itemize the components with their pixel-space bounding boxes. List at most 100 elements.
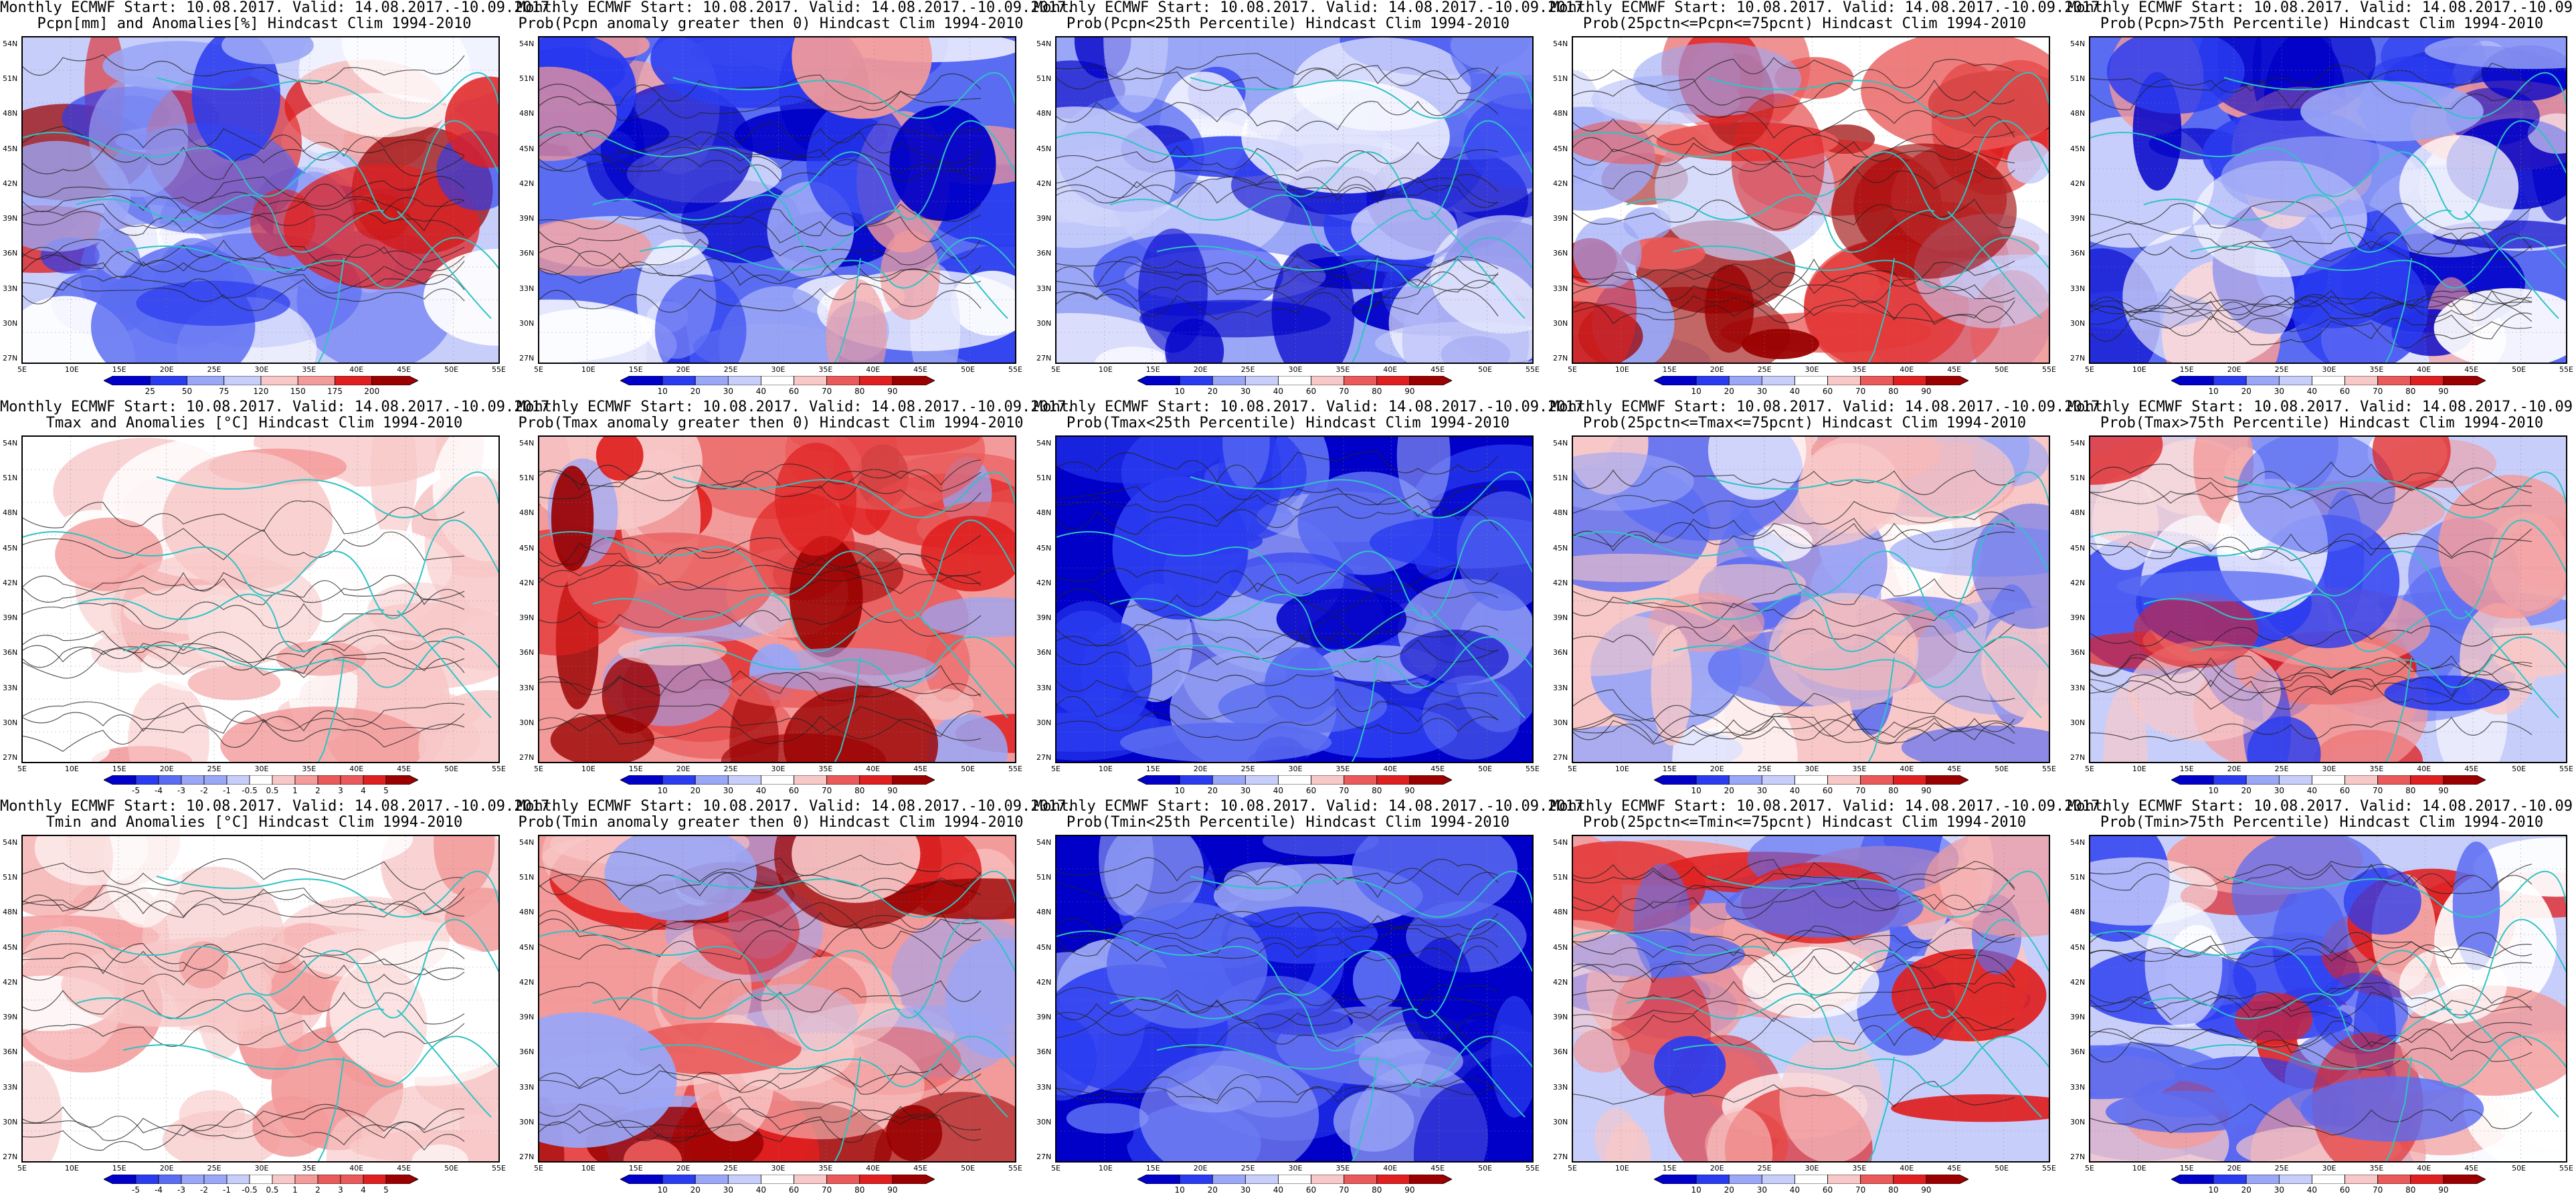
lon-label: 45E <box>1431 765 1445 773</box>
colorbar-label: 70 <box>822 1185 832 1195</box>
colorbar-swatch <box>1761 376 1795 385</box>
colorbar-swatch <box>385 1175 418 1184</box>
map-panel: Monthly ECMWF Start: 10.08.2017. Valid: … <box>2067 399 2576 797</box>
colorbar-label: 10 <box>657 786 668 795</box>
lon-label: 20E <box>1193 765 1208 773</box>
lat-label: 54N <box>2070 838 2086 847</box>
forecast-map <box>1055 36 1534 364</box>
map-field <box>1573 437 2049 762</box>
panel-title-line1: Monthly ECMWF Start: 10.08.2017. Valid: … <box>517 798 1075 815</box>
lon-label: 15E <box>112 765 126 773</box>
colorbar-label: 80 <box>1888 1185 1899 1195</box>
colorbar-swatches <box>1654 775 1968 785</box>
forecast-map <box>1572 435 2050 763</box>
lon-label: 30E <box>1288 365 1303 374</box>
colorbar-label: 90 <box>887 1185 898 1195</box>
lat-label: 33N <box>3 683 18 692</box>
colorbar-label: 40 <box>755 786 767 795</box>
colorbar-swatch <box>1212 775 1246 785</box>
lon-label: 35E <box>818 365 833 374</box>
colorbar-swatch <box>1695 1175 1730 1184</box>
lat-label: 36N <box>1036 648 1052 658</box>
colorbar-label: 20 <box>2241 786 2251 795</box>
lon-label: 55E <box>1526 365 1540 374</box>
colorbar-swatch <box>1926 775 1968 785</box>
colorbar-swatch <box>859 775 893 785</box>
panel-title-line1: Monthly ECMWF Start: 10.08.2017. Valid: … <box>1034 798 1592 815</box>
colorbar-label: 40 <box>1273 387 1284 396</box>
lon-label: 20E <box>2227 1164 2241 1173</box>
colorbar-swatch <box>2443 775 2486 785</box>
lon-label: 15E <box>1145 365 1160 374</box>
colorbar-swatch <box>826 1175 860 1184</box>
map-panel: Monthly ECMWF Start: 10.08.2017. Valid: … <box>1550 799 2108 1197</box>
lon-label: 10E <box>1098 365 1113 374</box>
map-field <box>539 836 1015 1161</box>
forecast-map <box>538 435 1016 763</box>
colorbar-label: 90 <box>887 387 898 396</box>
lon-label: 15E <box>112 365 126 374</box>
lat-label: 36N <box>519 249 535 258</box>
map-field <box>23 836 498 1161</box>
lat-label: 45N <box>519 942 535 952</box>
lon-label: 45E <box>2464 765 2479 773</box>
colorbar-swatch <box>892 1175 935 1184</box>
lon-label: 25E <box>2274 765 2289 773</box>
forecast-map <box>21 36 500 364</box>
lat-label: 30N <box>3 318 18 328</box>
colorbar-label: 20 <box>1207 387 1218 396</box>
lat-label: 48N <box>1553 508 1568 518</box>
colorbar-swatch <box>340 1175 364 1184</box>
colorbar-swatch <box>1860 376 1894 385</box>
colorbar-label: 50 <box>181 387 193 396</box>
lon-label: 55E <box>1526 1164 1540 1173</box>
colorbar-swatch <box>761 1175 794 1184</box>
lat-label: 27N <box>2070 1152 2086 1161</box>
colorbar-swatches <box>1654 376 1968 385</box>
colorbar: 10 20 30 40 60 70 80 90 <box>620 376 935 396</box>
colorbar-label: 10 <box>2208 786 2219 795</box>
colorbar-swatch <box>695 376 729 385</box>
lat-label: 48N <box>1036 908 1052 917</box>
colorbar-swatch <box>2410 775 2444 785</box>
lat-label: 27N <box>3 1152 18 1161</box>
lat-label: 36N <box>1036 1047 1052 1057</box>
colorbar-label: 40 <box>1789 786 1801 795</box>
colorbar-swatch <box>2312 1175 2345 1184</box>
colorbar-swatch <box>1695 376 1730 385</box>
colorbar-swatch <box>249 775 273 785</box>
lat-label: 54N <box>1553 39 1568 48</box>
lon-label: 25E <box>1240 765 1255 773</box>
panel-title-line1: Monthly ECMWF Start: 10.08.2017. Valid: … <box>0 399 559 415</box>
colorbar-swatches <box>104 376 418 385</box>
lat-label: 54N <box>1553 439 1568 447</box>
colorbar-swatch <box>794 376 828 385</box>
colorbar-swatch <box>181 775 205 785</box>
lon-label: 10E <box>1098 1164 1113 1173</box>
colorbar-label: 5 <box>383 786 389 795</box>
colorbar-swatch <box>1409 775 1452 785</box>
lon-label: 10E <box>1615 1164 1629 1173</box>
lat-label: 42N <box>1036 179 1052 188</box>
lon-label: 5E <box>1568 365 1577 374</box>
colorbar-swatch <box>1695 775 1730 785</box>
lon-label: 20E <box>1710 765 1724 773</box>
lat-label: 48N <box>3 508 18 518</box>
lon-label: 50E <box>2512 765 2526 773</box>
colorbar-label: 75 <box>219 387 229 396</box>
lon-label: 5E <box>1568 1164 1577 1173</box>
lon-label: 25E <box>723 1164 738 1173</box>
panel-title-line1: Monthly ECMWF Start: 10.08.2017. Valid: … <box>1550 0 2109 16</box>
lat-label: 36N <box>3 648 18 658</box>
colorbar-swatch <box>761 376 794 385</box>
map-panel: Monthly ECMWF Start: 10.08.2017. Valid: … <box>2067 0 2576 398</box>
lon-label: 35E <box>1336 1164 1350 1173</box>
lon-label: 30E <box>771 765 786 773</box>
panel-title-line2: Prob(Tmax anomaly greater then 0) Hindca… <box>518 415 1024 431</box>
lat-label: 48N <box>1553 908 1568 917</box>
map-panel: Monthly ECMWF Start: 10.08.2017. Valid: … <box>1034 798 1592 1197</box>
lat-label: 54N <box>1553 838 1568 847</box>
lat-label: 48N <box>519 908 535 917</box>
colorbar-swatch <box>892 775 935 785</box>
lat-label: 30N <box>3 1117 18 1126</box>
